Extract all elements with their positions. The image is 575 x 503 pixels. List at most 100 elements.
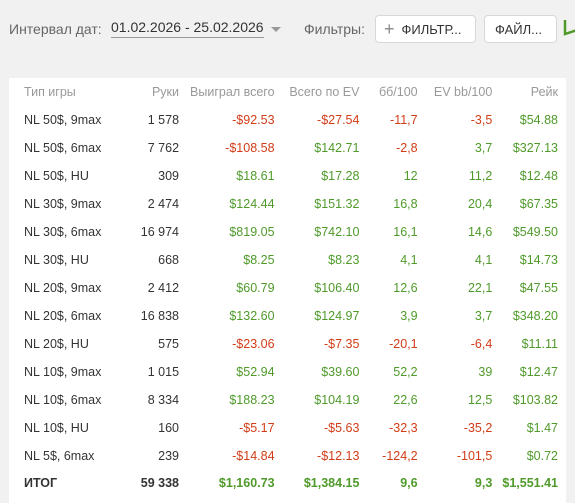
cell-bb100: 22,6 <box>393 393 418 407</box>
cell-ev-total: -$12.13 <box>317 449 360 463</box>
table-row[interactable]: NL 50$, 9max 1 578 -$92.53 -$27.54 -11,7 -3,5… <box>9 106 566 134</box>
cell-rake: $47.55 <box>519 281 558 295</box>
table-total-row[interactable]: ИТОГ 59 338 $1,160.73 $1,384.15 9,6 9,3 $1,551… <box>9 470 566 496</box>
cell-ev-total: $151.32 <box>314 197 360 211</box>
cell-bb100: 12,6 <box>393 281 418 295</box>
cell-game-type: NL 10$, HU <box>24 421 89 435</box>
cell-bb100: -32,3 <box>389 421 418 435</box>
cell-rake: $0.72 <box>526 449 558 463</box>
cell-hands: 1 578 <box>147 113 180 127</box>
cell-game-type: NL 20$, HU <box>24 337 89 351</box>
cell-game-type: NL 20$, 6max <box>24 309 102 323</box>
cell-ev-bb100: 12,5 <box>467 393 493 407</box>
col-header-ev-total[interactable]: Всего по EV <box>289 85 360 99</box>
cell-won-total: $819.05 <box>229 225 275 239</box>
cell-bb100: 12 <box>403 169 418 183</box>
cell-hands: 2 474 <box>147 197 180 211</box>
table-row[interactable]: NL 5$, 6max 239 -$14.84 -$12.13 -124,2 -101,5… <box>9 442 566 470</box>
cell-bb100: -124,2 <box>382 449 418 463</box>
cell-ev-total: $8.23 <box>328 253 360 267</box>
table-row[interactable]: NL 30$, HU 668 $8.25 $8.23 4,1 4,1 $14.73 <box>9 246 566 274</box>
cell-game-type: ИТОГ <box>24 476 58 490</box>
table-row[interactable]: NL 10$, HU 160 -$5.17 -$5.63 -32,3 -35,2 $1.47 <box>9 414 566 442</box>
cell-bb100: 9,6 <box>400 476 418 490</box>
cell-ev-bb100: -3,5 <box>470 113 493 127</box>
cell-ev-bb100: 11,2 <box>468 169 493 183</box>
cell-rake: $12.47 <box>519 365 558 379</box>
cell-hands: 668 <box>158 253 180 267</box>
cell-rake: $67.35 <box>519 197 558 211</box>
cell-ev-total: $142.71 <box>314 141 360 155</box>
cell-won-total: $188.23 <box>229 393 275 407</box>
toolbar: Интервал дат: 01.02.2026 - 25.02.2026 Фи… <box>0 0 575 60</box>
cell-hands: 309 <box>158 169 180 183</box>
date-interval-label: Интервал дат: <box>9 21 102 37</box>
table-row[interactable]: NL 30$, 6max 16 974 $819.05 $742.10 16,1 14,6… <box>9 218 566 246</box>
cell-won-total: -$5.17 <box>239 421 275 435</box>
cell-ev-bb100: 9,3 <box>474 476 493 490</box>
col-header-hands[interactable]: Руки <box>151 85 180 99</box>
col-header-bb100[interactable]: бб/100 <box>378 85 418 99</box>
cell-hands: 2 412 <box>147 281 180 295</box>
cell-hands: 160 <box>158 421 180 435</box>
cell-hands: 59 338 <box>140 476 180 490</box>
cell-won-total: $132.60 <box>229 309 275 323</box>
stats-table: Тип игры Руки Выиграл всего Всего по EV … <box>9 78 566 496</box>
table-row[interactable]: NL 20$, 9max 2 412 $60.79 $106.40 12,6 22,1 $4… <box>9 274 566 302</box>
cell-rake: $12.48 <box>519 169 558 183</box>
cell-game-type: NL 30$, 9max <box>24 197 102 211</box>
cell-rake: $103.82 <box>512 393 558 407</box>
cell-ev-total: $106.40 <box>314 281 360 295</box>
cell-rake: $327.13 <box>512 141 558 155</box>
col-header-ev-bb100[interactable]: EV bb/100 <box>433 85 493 99</box>
cell-ev-total: $1,384.15 <box>303 476 360 490</box>
cell-won-total: $52.94 <box>236 365 275 379</box>
file-button-label: ФАЙЛ... <box>495 21 542 37</box>
graph-mark-icon <box>563 20 575 36</box>
cell-game-type: NL 30$, HU <box>24 253 89 267</box>
col-header-won-total[interactable]: Выиграл всего <box>190 85 275 99</box>
cell-rake: $1.47 <box>526 421 558 435</box>
filter-button[interactable]: + ФИЛЬТР... <box>375 15 476 43</box>
cell-game-type: NL 30$, 6max <box>24 225 102 239</box>
chevron-down-icon[interactable] <box>271 27 281 32</box>
file-button[interactable]: ФАЙЛ... <box>484 15 557 43</box>
table-row[interactable]: NL 10$, 6max 8 334 $188.23 $104.19 22,6 12,5 $… <box>9 386 566 414</box>
col-header-game-type[interactable]: Тип игры <box>24 85 76 99</box>
table-row[interactable]: NL 50$, HU 309 $18.61 $17.28 12 11,2 $12.48 <box>9 162 566 190</box>
cell-won-total: -$108.58 <box>225 141 275 155</box>
cell-bb100: -11,7 <box>390 113 418 127</box>
cell-game-type: NL 10$, 6max <box>24 393 102 407</box>
table-row[interactable]: NL 30$, 9max 2 474 $124.44 $151.32 16,8 20,4 $… <box>9 190 566 218</box>
cell-rake: $549.50 <box>512 225 558 239</box>
cell-bb100: 3,9 <box>400 309 418 323</box>
cell-hands: 8 334 <box>147 393 180 407</box>
table-row[interactable]: NL 20$, 6max 16 838 $132.60 $124.97 3,9 3,7 $3… <box>9 302 566 330</box>
cell-game-type: NL 20$, 9max <box>24 281 102 295</box>
cell-ev-bb100: 22,1 <box>467 281 493 295</box>
cell-ev-total: -$5.63 <box>324 421 360 435</box>
cell-bb100: -2,8 <box>396 141 418 155</box>
table-row[interactable]: NL 50$, 6max 7 762 -$108.58 $142.71 -2,8 3,7 $… <box>9 134 566 162</box>
cell-ev-total: $39.60 <box>321 365 360 379</box>
cell-game-type: NL 50$, 6max <box>24 141 102 155</box>
table-row[interactable]: NL 10$, 9max 1 015 $52.94 $39.60 52,2 39 $12.4… <box>9 358 566 386</box>
cell-hands: 7 762 <box>147 141 180 155</box>
cell-bb100: 4,1 <box>400 253 418 267</box>
cell-game-type: NL 5$, 6max <box>24 449 95 463</box>
table-row[interactable]: NL 20$, HU 575 -$23.06 -$7.35 -20,1 -6,4 $11.1… <box>9 330 566 358</box>
cell-rake: $1,551.41 <box>502 476 558 490</box>
date-range-select[interactable]: 01.02.2026 - 25.02.2026 <box>111 19 264 38</box>
plus-icon: + <box>384 19 395 39</box>
cell-won-total: $1,160.73 <box>218 476 275 490</box>
cell-hands: 16 838 <box>140 309 180 323</box>
cell-bb100: 52,2 <box>393 365 418 379</box>
cell-ev-total: $104.19 <box>314 393 360 407</box>
cell-rake: $348.20 <box>512 309 558 323</box>
cell-ev-total: -$7.35 <box>324 337 360 351</box>
cell-rake: $54.88 <box>519 113 558 127</box>
col-header-rake[interactable]: Рейк <box>530 85 558 99</box>
cell-ev-bb100: 14,6 <box>467 225 493 239</box>
cell-rake: $14.73 <box>519 253 558 267</box>
cell-hands: 239 <box>158 449 180 463</box>
